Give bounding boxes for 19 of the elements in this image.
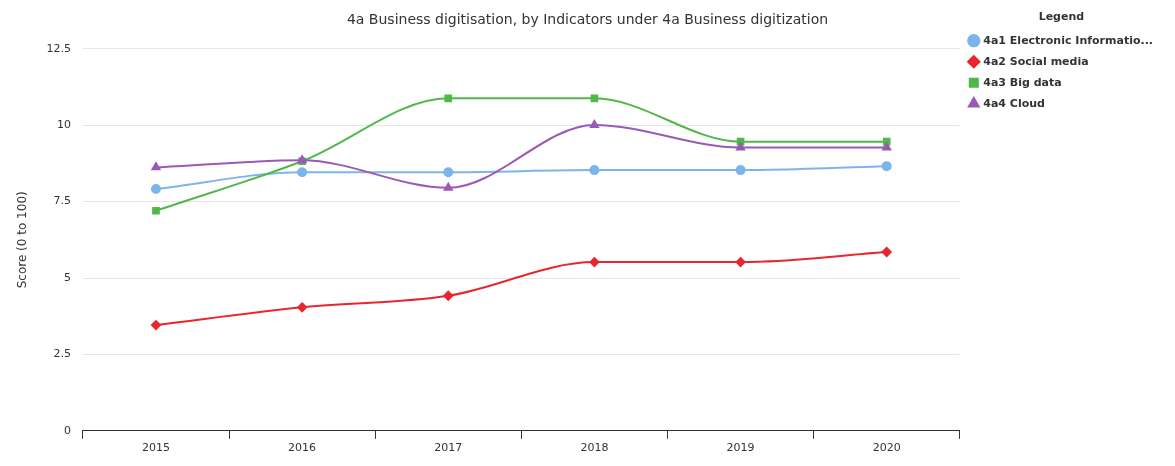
legend-label: 4a4 Cloud (983, 96, 1045, 110)
x-tick-label: 2018 (580, 441, 609, 455)
legend-label: 4a2 Social media (983, 54, 1089, 68)
x-tick-label: 2019 (726, 441, 755, 455)
y-tick-label: 0 (63, 423, 71, 437)
x-tick-label: 2016 (288, 441, 317, 455)
y-tick-label: 2.5 (53, 347, 71, 361)
y-tick-label: 10 (56, 118, 71, 132)
y-tick-label: 7.5 (53, 194, 71, 208)
legend-title: Legend (1038, 10, 1085, 24)
x-tick-label: 2015 (141, 441, 170, 455)
legend-label: 4a1 Electronic Informatio... (983, 33, 1153, 47)
y-tick-label: 12.5 (46, 41, 71, 55)
y-tick-label: 5 (63, 270, 71, 284)
chart-title: 4a Business digitisation, by Indicators under 4a Business digitization (346, 11, 829, 28)
legend-label: 4a3 Big data (983, 75, 1062, 89)
x-tick-label: 2020 (872, 441, 901, 455)
x-tick-label: 2017 (434, 441, 463, 455)
y-axis-title: Score (0 to 100) (15, 191, 30, 289)
